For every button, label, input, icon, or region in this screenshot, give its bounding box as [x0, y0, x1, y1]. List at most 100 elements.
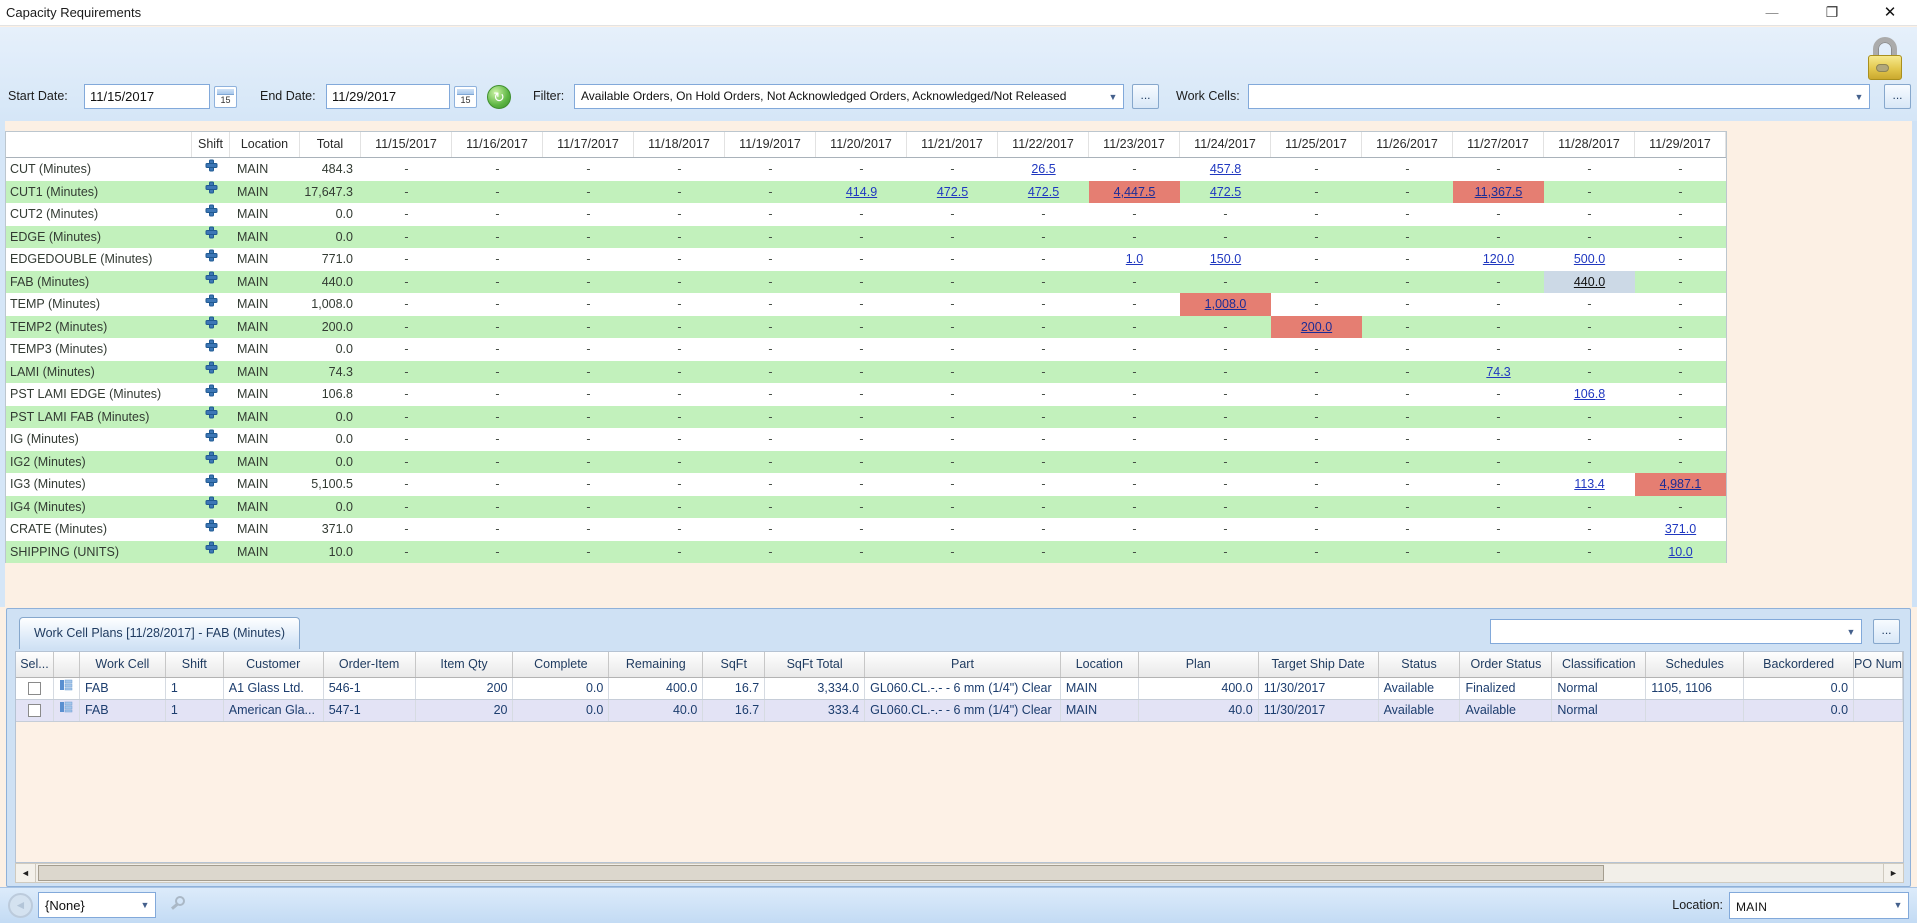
expand-plus-icon[interactable] — [205, 316, 218, 337]
plans-column-header[interactable]: Target Ship Date — [1259, 652, 1379, 677]
capacity-value-cell[interactable]: 106.8 — [1544, 383, 1635, 406]
refresh-icon[interactable]: ↻ — [487, 85, 511, 109]
expand-plus-icon[interactable] — [205, 271, 218, 292]
preset-combobox[interactable]: {None} ▼ — [38, 892, 156, 918]
capacity-date-column-header[interactable]: 11/19/2017 — [725, 132, 816, 157]
capacity-date-column-header[interactable]: 11/25/2017 — [1271, 132, 1362, 157]
plans-ellipsis-button[interactable]: ... — [1873, 619, 1900, 644]
expand-plus-icon[interactable] — [205, 248, 218, 269]
restore-button[interactable]: ❐ — [1815, 0, 1849, 25]
plans-column-header[interactable]: SqFt Total — [765, 652, 865, 677]
capacity-value-cell[interactable]: 120.0 — [1453, 248, 1544, 271]
expand-plus-icon[interactable] — [205, 496, 218, 517]
capacity-date-column-header[interactable]: 11/26/2017 — [1362, 132, 1453, 157]
plans-row[interactable]: FAB1American Gla...547-1200.040.016.7333… — [16, 700, 1903, 722]
plans-column-header[interactable]: Backordered — [1744, 652, 1854, 677]
capacity-date-column-header[interactable]: 11/16/2017 — [452, 132, 543, 157]
capacity-value-cell[interactable]: 11,367.5 — [1453, 181, 1544, 204]
plans-column-header[interactable]: Shift — [166, 652, 224, 677]
work-cell-row-label[interactable]: IG2 (Minutes) — [6, 451, 192, 474]
expand-plus-icon[interactable] — [205, 361, 218, 382]
capacity-date-column-header[interactable]: 11/22/2017 — [998, 132, 1089, 157]
filter-combobox[interactable]: Available Orders, On Hold Orders, Not Ac… — [574, 84, 1124, 109]
work-cell-row-label[interactable]: IG3 (Minutes) — [6, 473, 192, 496]
capacity-value-link[interactable]: 414.9 — [846, 185, 877, 199]
work-cell-row-label[interactable]: SHIPPING (UNITS) — [6, 541, 192, 564]
capacity-date-column-header[interactable]: 11/29/2017 — [1635, 132, 1726, 157]
capacity-date-column-header[interactable]: 11/23/2017 — [1089, 132, 1180, 157]
work-cell-row-label[interactable]: LAMI (Minutes) — [6, 361, 192, 384]
work-cell-row-label[interactable]: CRATE (Minutes) — [6, 518, 192, 541]
expand-plus-icon[interactable] — [205, 541, 218, 562]
plans-filter-combobox[interactable]: ▼ — [1490, 619, 1862, 644]
capacity-value-link[interactable]: 472.5 — [937, 185, 968, 199]
scroll-right-button[interactable]: ► — [1883, 864, 1903, 882]
location-combobox[interactable]: MAIN ▼ — [1729, 892, 1909, 919]
capacity-value-cell[interactable]: 26.5 — [998, 158, 1089, 181]
expand-plus-icon[interactable] — [205, 518, 218, 539]
expand-plus-icon[interactable] — [205, 473, 218, 494]
capacity-value-link[interactable]: 4,447.5 — [1114, 185, 1156, 199]
capacity-value-cell[interactable]: 457.8 — [1180, 158, 1271, 181]
capacity-value-cell[interactable]: 440.0 — [1544, 271, 1635, 294]
tab-work-cell-plans[interactable]: Work Cell Plans [11/28/2017] - FAB (Minu… — [19, 617, 300, 649]
capacity-value-link[interactable]: 1,008.0 — [1205, 297, 1247, 311]
start-date-calendar-icon[interactable]: 15 — [214, 86, 237, 108]
plan-details-icon[interactable] — [59, 703, 73, 717]
capacity-value-cell[interactable]: 150.0 — [1180, 248, 1271, 271]
capacity-value-cell[interactable]: 4,447.5 — [1089, 181, 1180, 204]
expand-plus-icon[interactable] — [205, 226, 218, 247]
capacity-value-cell[interactable]: 472.5 — [1180, 181, 1271, 204]
scrollbar-thumb[interactable] — [38, 865, 1604, 881]
capacity-value-link[interactable]: 457.8 — [1210, 162, 1241, 176]
work-cell-row-label[interactable]: CUT1 (Minutes) — [6, 181, 192, 204]
expand-plus-icon[interactable] — [205, 181, 218, 202]
capacity-value-cell[interactable]: 1,008.0 — [1180, 293, 1271, 316]
plans-column-header[interactable]: Sel... — [16, 652, 54, 677]
capacity-column-header[interactable]: Location — [230, 132, 300, 157]
capacity-date-column-header[interactable]: 11/24/2017 — [1180, 132, 1271, 157]
capacity-value-link[interactable]: 113.4 — [1574, 477, 1604, 491]
work-cell-row-label[interactable]: FAB (Minutes) — [6, 271, 192, 294]
search-icon[interactable] — [170, 896, 188, 914]
work-cell-row-label[interactable]: CUT (Minutes) — [6, 158, 192, 181]
select-checkbox[interactable] — [28, 682, 41, 695]
capacity-value-link[interactable]: 11,367.5 — [1475, 185, 1523, 199]
work-cells-combobox[interactable]: ▼ — [1248, 84, 1870, 109]
work-cell-row-label[interactable]: TEMP2 (Minutes) — [6, 316, 192, 339]
capacity-column-header[interactable]: Shift — [192, 132, 230, 157]
capacity-value-link[interactable]: 371.0 — [1665, 522, 1696, 536]
plans-column-header[interactable]: Schedules — [1646, 652, 1744, 677]
work-cell-row-label[interactable]: PST LAMI FAB (Minutes) — [6, 406, 192, 429]
capacity-value-link[interactable]: 10.0 — [1668, 545, 1692, 559]
capacity-value-link[interactable]: 200.0 — [1301, 320, 1332, 334]
work-cell-row-label[interactable]: CUT2 (Minutes) — [6, 203, 192, 226]
plans-column-header[interactable]: Complete — [513, 652, 609, 677]
chevron-down-icon[interactable]: ▼ — [1103, 85, 1123, 108]
filter-ellipsis-button[interactable]: ... — [1132, 84, 1159, 109]
chevron-down-icon[interactable]: ▼ — [1888, 893, 1908, 918]
plans-row[interactable]: FAB1A1 Glass Ltd.546-12000.0400.016.73,3… — [16, 678, 1903, 700]
capacity-value-cell[interactable]: 1.0 — [1089, 248, 1180, 271]
plans-column-header[interactable]: PO Num — [1854, 652, 1903, 677]
minimize-button[interactable]: — — [1755, 0, 1789, 25]
capacity-date-column-header[interactable]: 11/15/2017 — [361, 132, 452, 157]
capacity-value-cell[interactable]: 500.0 — [1544, 248, 1635, 271]
capacity-value-link[interactable]: 1.0 — [1126, 252, 1143, 266]
work-cell-row-label[interactable]: TEMP3 (Minutes) — [6, 338, 192, 361]
plans-column-header[interactable]: Item Qty — [416, 652, 514, 677]
capacity-value-cell[interactable]: 4,987.1 — [1635, 473, 1726, 496]
capacity-date-column-header[interactable]: 11/18/2017 — [634, 132, 725, 157]
work-cell-row-label[interactable]: TEMP (Minutes) — [6, 293, 192, 316]
scroll-left-button[interactable]: ◄ — [16, 864, 36, 882]
capacity-value-link[interactable]: 120.0 — [1483, 252, 1514, 266]
capacity-value-link[interactable]: 26.5 — [1031, 162, 1055, 176]
back-icon[interactable]: ◄ — [8, 893, 33, 918]
expand-plus-icon[interactable] — [205, 293, 218, 314]
expand-plus-icon[interactable] — [205, 203, 218, 224]
plans-column-header[interactable]: Work Cell — [80, 652, 166, 677]
capacity-date-column-header[interactable]: 11/21/2017 — [907, 132, 998, 157]
capacity-value-link[interactable]: 440.0 — [1574, 275, 1605, 289]
expand-plus-icon[interactable] — [205, 428, 218, 449]
capacity-column-header[interactable] — [6, 132, 192, 157]
